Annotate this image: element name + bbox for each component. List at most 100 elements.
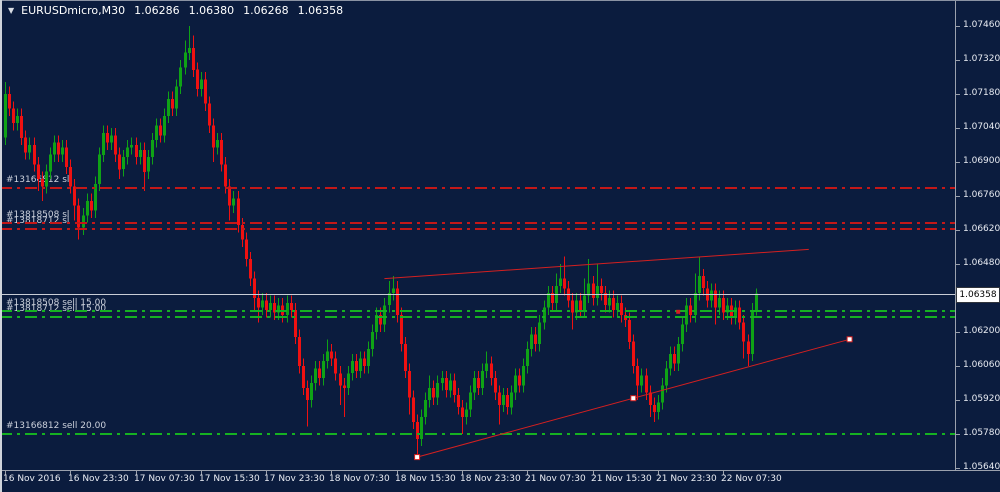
candle-body [379, 315, 382, 325]
time-axis[interactable]: 16 Nov 2016 16 Nov 23:30 17 Nov 07:30 17 No… [0, 470, 1000, 492]
candle-body [400, 315, 403, 345]
candle-body [37, 164, 40, 179]
order-line-label[interactable]: #13818712 sell 15.00 [6, 304, 107, 314]
candle-body [290, 302, 293, 311]
candle-body [742, 322, 745, 342]
candle-body [653, 404, 656, 413]
candle-body [640, 375, 643, 386]
price-tick-label: 1.06480 [963, 258, 1000, 268]
candle-body [494, 378, 497, 393]
order-line-label[interactable]: #13818508 sell 15.00 [6, 298, 107, 308]
candle-body [416, 421, 419, 439]
candle-body [343, 385, 346, 388]
time-tick-label: 21 Nov 07:30 [525, 474, 586, 484]
candle-body [237, 198, 240, 226]
candle-body [518, 375, 521, 386]
candle-body [118, 154, 121, 170]
candle-body [383, 305, 386, 325]
candle-body [747, 341, 750, 354]
candle-body [61, 147, 64, 155]
candle-body [86, 200, 89, 216]
candle-body [159, 125, 162, 136]
candle-body [326, 351, 329, 362]
candle-body [257, 298, 260, 308]
candle-body [661, 385, 664, 403]
candle-body [477, 378, 480, 388]
candle-body [334, 358, 337, 374]
candle-body [110, 135, 113, 143]
candle-body [673, 353, 676, 364]
candle-body [126, 147, 129, 158]
candle-body [645, 375, 648, 393]
price-axis[interactable]: 1.06358 1.07460 1.07320 1.07180 1.07040 1.06… [955, 0, 1000, 472]
candle-body [396, 288, 399, 315]
time-tick-label: 16 Nov 23:30 [68, 474, 129, 484]
candle-body [232, 198, 235, 206]
trendline-anchor-handle[interactable] [846, 336, 853, 343]
candle-body [547, 293, 550, 308]
candle-body [461, 407, 464, 417]
candle-body [82, 215, 85, 228]
candle-body [587, 283, 590, 296]
candle-body [718, 298, 721, 308]
candle-body [620, 302, 623, 315]
order-line-label[interactable]: #13818508 sl [6, 210, 70, 220]
order-line-label[interactable]: #13166812 sell 20.00 [6, 421, 107, 431]
candle-body [4, 94, 7, 138]
trendline-anchor-handle[interactable] [630, 395, 637, 402]
candle-body [171, 98, 174, 109]
candle-body [600, 285, 603, 294]
candle-body [710, 290, 713, 301]
candle-body [224, 164, 227, 187]
current-price-box: 1.06358 [956, 287, 1000, 303]
candle-body [441, 378, 444, 383]
candle-body [420, 417, 423, 439]
trendline-anchor-handle[interactable] [414, 454, 421, 461]
candle-body [294, 310, 297, 337]
candle-body [261, 300, 264, 308]
candle-body [200, 79, 203, 90]
candle-body [106, 132, 109, 143]
trendline[interactable] [384, 248, 809, 280]
candle-body [412, 397, 415, 422]
candle-body [551, 293, 554, 303]
candle-body [604, 293, 607, 306]
candle-body [514, 375, 517, 393]
candle-body [167, 98, 170, 116]
candle-body [347, 373, 350, 388]
candle-body [734, 307, 737, 318]
candle-body [469, 392, 472, 410]
candle-body [155, 125, 158, 141]
time-tick-label: 17 Nov 15:30 [199, 474, 260, 484]
candle-body [432, 387, 435, 398]
candle-body [722, 298, 725, 313]
candle-body [738, 307, 741, 323]
candle-body [196, 69, 199, 90]
candle-body [330, 351, 333, 359]
candle-body [322, 361, 325, 379]
price-tick-label: 1.06620 [963, 224, 1000, 234]
candle-body [147, 157, 150, 172]
candle-body [65, 147, 68, 167]
candle-body [69, 166, 72, 187]
order-line-label[interactable]: #13166812 sl [6, 175, 70, 185]
candle-body [228, 186, 231, 206]
candle-body [689, 305, 692, 315]
candle-body [371, 332, 374, 349]
candle-body [592, 283, 595, 298]
ohlc-high-value: 1.06380 [188, 4, 235, 17]
candle-body [579, 300, 582, 311]
candle-body [306, 387, 309, 400]
candle-body [184, 52, 187, 68]
candle-body [245, 239, 248, 260]
candle-body [449, 380, 452, 391]
candle-body [114, 135, 117, 155]
candle-body [94, 183, 97, 211]
candle-body [453, 380, 456, 396]
candle-body [57, 142, 60, 155]
order-line-label[interactable]: #13818712 sl [6, 216, 70, 226]
price-tick-label: 1.05780 [963, 428, 1000, 438]
candle-body [28, 145, 31, 153]
candle-body [192, 47, 195, 70]
